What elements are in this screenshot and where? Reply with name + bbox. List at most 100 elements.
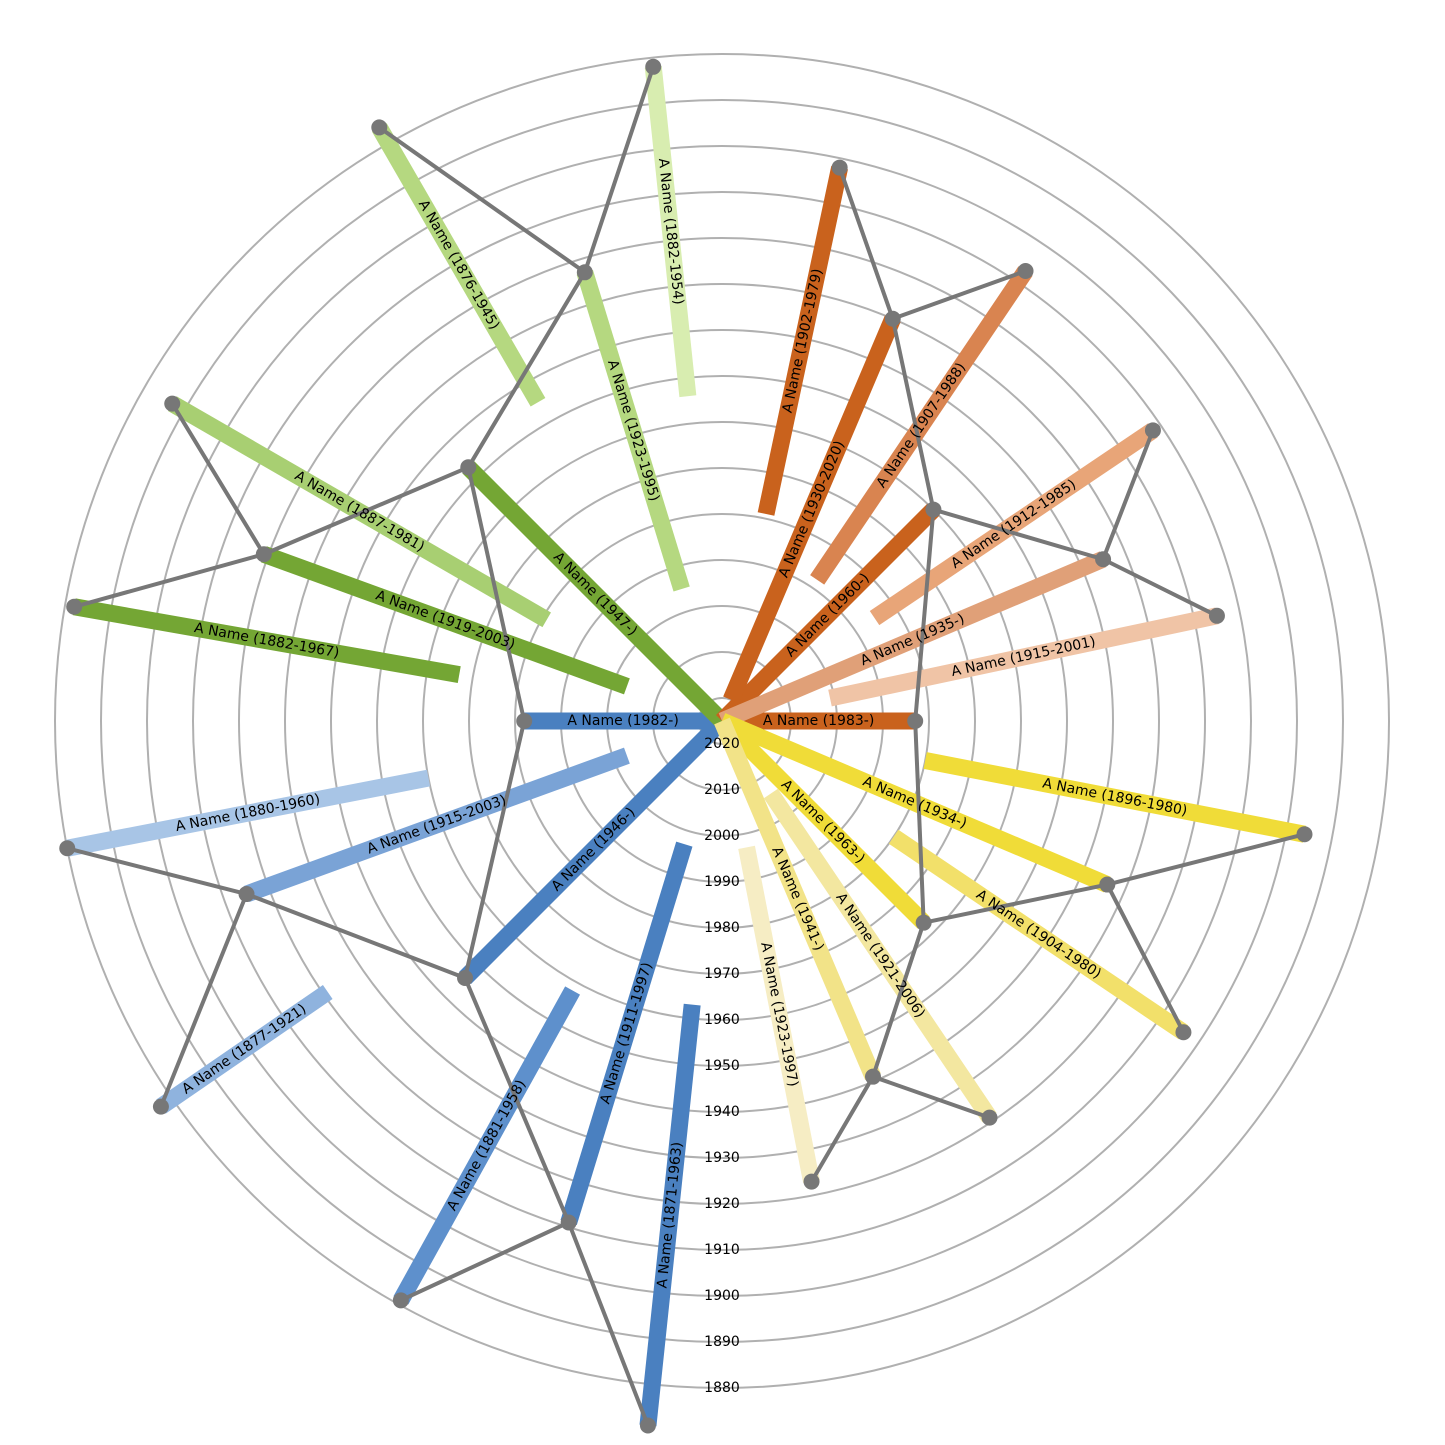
person-label-mm: A Name (1911-1997)	[597, 961, 655, 1106]
person-label-a1: A Name (1871-1963)	[654, 1141, 685, 1289]
lifespan-bars	[65, 65, 1307, 1427]
lifespan-bar-a1	[639, 1003, 701, 1427]
birth-marker-h1	[831, 159, 848, 176]
person-label-sf: A Name (1960-)	[783, 570, 873, 660]
lifespan-bar-a2	[393, 986, 581, 1305]
connector-f-ff	[466, 270, 587, 470]
person-label-f: A Name (1947-)	[550, 549, 640, 639]
birth-marker-a4	[59, 840, 76, 857]
tick-label-1910: 1910	[704, 1242, 740, 1258]
lifespan-bar-k2	[888, 829, 1189, 1040]
birth-marker-mm	[560, 1214, 577, 1231]
tick-label-1970: 1970	[704, 966, 740, 982]
birth-marker-a2	[392, 1292, 409, 1309]
person-label-c: A Name (1982-)	[567, 713, 678, 729]
connector-sm-smm	[870, 920, 926, 1079]
lifespan-bar-k1	[923, 752, 1307, 843]
person-label-smf: A Name (1934-)	[860, 774, 969, 832]
gridline-1950	[376, 375, 1068, 1067]
birth-marker-g3	[371, 119, 388, 136]
gridline-1970	[468, 467, 976, 975]
connector-c-m	[463, 719, 527, 980]
connector-sfm-h4	[1101, 557, 1219, 618]
tick-label-1880: 1880	[704, 1380, 740, 1396]
birth-marker-sm	[915, 914, 932, 931]
connector-smm-k4	[809, 1074, 875, 1184]
lifespan-bar-sf	[715, 503, 940, 728]
gridline-1880	[54, 53, 1390, 1389]
lifespan-bar-sfm	[718, 551, 1107, 729]
birth-marker-k4	[803, 1173, 820, 1190]
person-label-k1: A Name (1896-1980)	[1041, 775, 1188, 819]
birth-marker-smm	[864, 1068, 881, 1085]
birth-marker-s	[907, 713, 924, 729]
birth-marker-g1	[66, 598, 83, 615]
tick-label-2010: 2010	[704, 782, 740, 798]
year-gridlines	[54, 53, 1390, 1389]
tick-label-1900: 1900	[704, 1288, 740, 1304]
tick-label-1930: 1930	[704, 1150, 740, 1166]
lifespan-bar-smf	[718, 713, 1111, 893]
tick-label-2000: 2000	[704, 828, 740, 844]
year-tick-labels: 1880 1890 1900 1910 1920 1930 1940 1950 1960 1970…	[704, 736, 740, 1396]
gridline-1980	[514, 513, 930, 929]
connector-mf-a4	[65, 846, 249, 897]
person-label-a2: A Name (1881-1958)	[444, 1077, 529, 1213]
birth-marker-c	[516, 713, 533, 729]
birth-marker-g2	[164, 395, 181, 412]
lifespan-bar-h4	[828, 607, 1219, 707]
lifespan-bar-g3	[371, 123, 546, 407]
connector-sff-h2	[890, 268, 1028, 321]
connector-c-f	[466, 465, 527, 723]
lifespan-bar-k4	[738, 845, 820, 1184]
connector-fm-g1	[72, 552, 266, 609]
gridline-1940	[330, 329, 1114, 1113]
gridline-1930	[284, 283, 1160, 1159]
lifespan-bar-a4	[65, 769, 431, 857]
lifespan-bar-h1	[757, 165, 848, 516]
lifespan-bar-h3	[869, 423, 1158, 626]
connector-mm-a2	[398, 1220, 571, 1303]
lifespan-bar-h2	[810, 266, 1033, 585]
connector-fm-g2	[170, 401, 266, 557]
person-label-g1: A Name (1882-1967)	[193, 620, 341, 661]
person-label-h4: A Name (1915-2001)	[950, 634, 1097, 680]
connector-smf-k2	[1105, 882, 1186, 1035]
birth-marker-k1	[1296, 826, 1313, 843]
lifespan-bar-smm	[714, 717, 881, 1081]
birth-marker-sfm	[1095, 551, 1112, 568]
tick-label-1920: 1920	[704, 1196, 740, 1212]
tick-label-1950: 1950	[704, 1058, 740, 1074]
lifespan-bar-mm	[560, 841, 693, 1225]
person-label-g2: A Name (1887-1981)	[292, 468, 427, 555]
gridline-1910	[192, 191, 1252, 1251]
lifespan-bar-g4	[644, 65, 697, 398]
connector-mm-a1	[566, 1220, 650, 1428]
birth-marker-h4	[1208, 607, 1225, 624]
tick-label-1940: 1940	[704, 1104, 740, 1120]
lifespan-bar-sff	[723, 315, 901, 704]
person-label-g4: A Name (1882-1954)	[655, 158, 686, 306]
birth-marker-fm	[255, 546, 272, 563]
connector-sff-h1	[837, 165, 895, 321]
connector-sfm-h3	[1101, 428, 1155, 562]
tick-label-1990: 1990	[704, 874, 740, 890]
lifespan-bar-mf	[243, 747, 630, 903]
birth-marker-f	[460, 459, 477, 476]
parent-connectors	[65, 64, 1307, 1428]
connector-sf-sfm	[931, 507, 1106, 562]
lifespan-bar-ff	[576, 269, 690, 592]
birth-marker-h2	[1017, 262, 1034, 279]
connector-ff-g4	[582, 64, 656, 275]
birth-marker-smf	[1099, 876, 1116, 893]
tick-label-1980: 1980	[704, 920, 740, 936]
connector-ff-g3	[377, 125, 587, 275]
lifespan-bar-fm	[260, 546, 630, 695]
birth-marker-k3	[981, 1109, 998, 1126]
birth-marker-g4	[645, 58, 662, 75]
connector-smm-k3	[870, 1074, 992, 1120]
connector-sf-sff	[890, 316, 936, 512]
birth-marker-h3	[1144, 422, 1161, 439]
birth-marker-ff	[576, 264, 593, 281]
gridline-1900	[146, 145, 1298, 1297]
